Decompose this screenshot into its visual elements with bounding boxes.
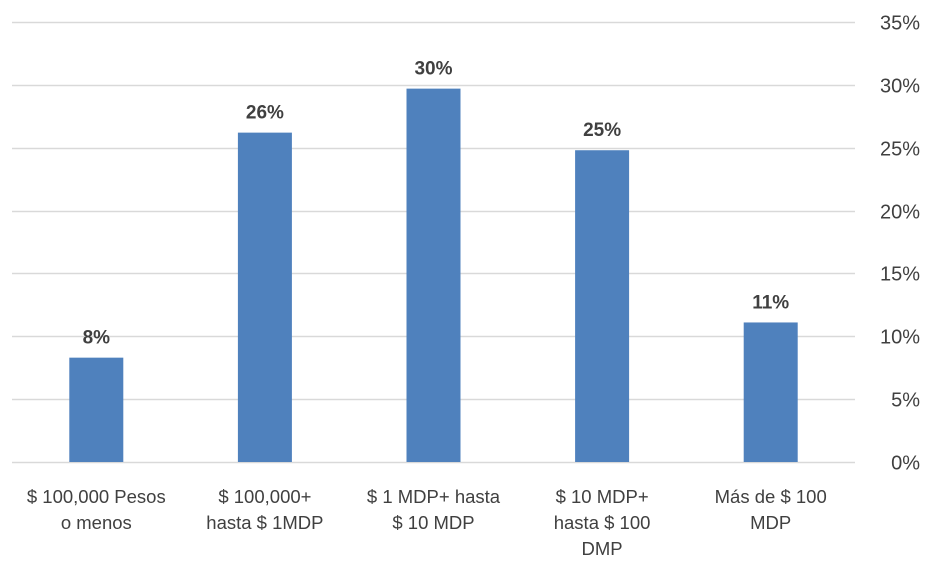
y-tick-label: 35%: [880, 13, 920, 35]
bar: [575, 150, 630, 462]
x-category-label-line: hasta $ 1MDP: [206, 512, 323, 533]
y-tick-label: 5%: [891, 390, 920, 412]
x-category-label-line: DMP: [582, 538, 623, 559]
x-category-label: $ 1 MDP+ hasta $ 10 MDP: [367, 486, 501, 533]
x-category-label-line: $ 10 MDP+: [556, 486, 649, 507]
y-tick-label: 15%: [880, 264, 920, 286]
x-category-label-line: Más de $ 100: [715, 486, 827, 507]
bars: [69, 88, 798, 462]
bar-value-label: 8%: [83, 328, 111, 349]
bar: [69, 357, 124, 462]
x-axis-categories: $ 100,000 Pesos o menos $ 100,000+ hasta $ …: [27, 486, 827, 559]
x-category-label-line: $ 1 MDP+ hasta: [367, 486, 501, 507]
y-tick-label: 10%: [880, 327, 920, 349]
bar-value-label: 26%: [246, 103, 284, 124]
y-axis-ticks: 0% 5% 10% 15% 20% 25% 30% 35%: [880, 13, 920, 475]
x-category-label-line: hasta $ 100: [554, 512, 651, 533]
bar: [406, 88, 461, 462]
x-category-label-line: $ 100,000 Pesos: [27, 486, 166, 507]
x-category-label-line: $ 100,000+: [218, 486, 311, 507]
x-category-label: $ 10 MDP+ hasta $ 100 DMP: [554, 486, 651, 559]
bar: [237, 132, 292, 462]
bar-value-label: 25%: [583, 120, 621, 141]
bar-value-label: 30%: [414, 59, 452, 80]
x-category-label: $ 100,000 Pesos o menos: [27, 486, 166, 533]
bar: [743, 322, 798, 462]
y-tick-label: 0%: [891, 453, 920, 475]
x-category-label: Más de $ 100 MDP: [715, 486, 827, 533]
x-category-label: $ 100,000+ hasta $ 1MDP: [206, 486, 323, 533]
data-labels: 8% 26% 30% 25% 11%: [83, 59, 790, 349]
x-category-label-line: MDP: [750, 512, 791, 533]
x-category-label-line: o menos: [61, 512, 132, 533]
x-category-label-line: $ 10 MDP: [392, 512, 474, 533]
y-tick-label: 20%: [880, 202, 920, 224]
bar-value-label: 11%: [752, 292, 789, 313]
y-tick-label: 30%: [880, 76, 920, 98]
y-tick-label: 25%: [880, 139, 920, 161]
